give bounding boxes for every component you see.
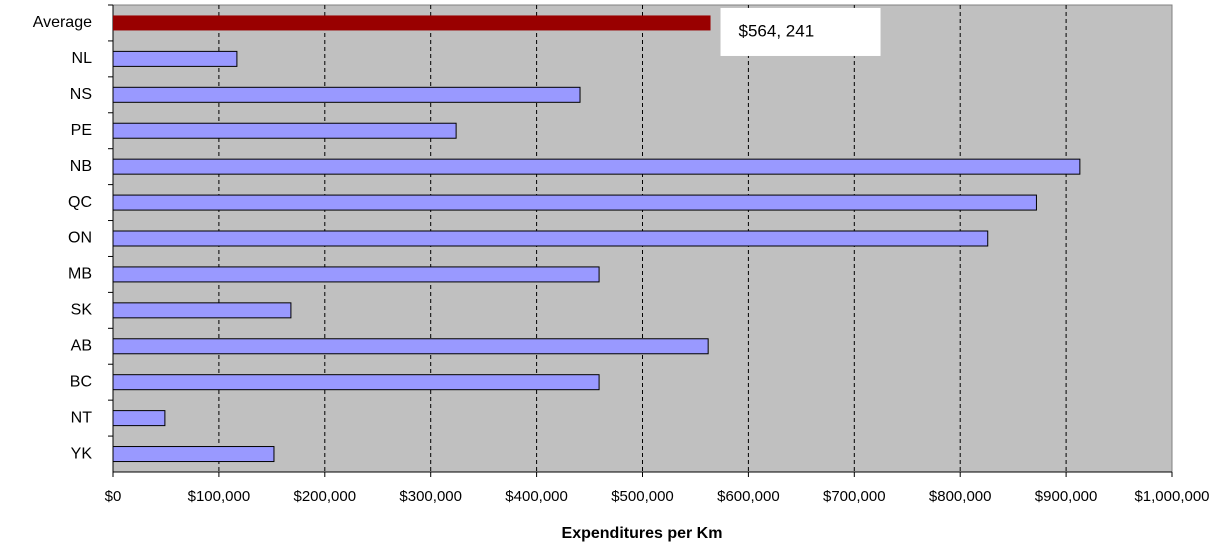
bar bbox=[112, 446, 275, 463]
y-tick-label: BC bbox=[70, 373, 92, 390]
bar bbox=[112, 86, 581, 103]
bar bbox=[112, 374, 600, 391]
y-tick-label: NL bbox=[72, 50, 93, 67]
x-tick-label: $600,000 bbox=[717, 488, 780, 505]
y-tick-label: ON bbox=[68, 230, 92, 247]
x-tick-label: $700,000 bbox=[823, 488, 886, 505]
bar bbox=[112, 410, 166, 427]
x-axis-title: Expenditures per Km bbox=[562, 525, 723, 542]
x-tick-label: $400,000 bbox=[505, 488, 568, 505]
y-tick-label: YK bbox=[71, 445, 93, 462]
bar bbox=[112, 158, 1081, 175]
bar bbox=[112, 50, 238, 67]
bar bbox=[112, 302, 292, 319]
x-tick-label: $800,000 bbox=[929, 488, 992, 505]
bar bbox=[112, 194, 1037, 211]
bar bbox=[113, 15, 711, 31]
x-tick-label: $900,000 bbox=[1035, 488, 1098, 505]
bar bbox=[112, 122, 457, 139]
y-tick-label: MB bbox=[68, 266, 92, 283]
x-tick-label: $500,000 bbox=[611, 488, 674, 505]
y-tick-label: NT bbox=[71, 409, 93, 426]
y-tick-label: Average bbox=[33, 14, 92, 31]
bar bbox=[112, 338, 709, 355]
y-tick-label: AB bbox=[71, 337, 92, 354]
y-tick-label: NS bbox=[70, 86, 92, 103]
bar bbox=[112, 230, 989, 247]
y-tick-label: QC bbox=[68, 194, 92, 211]
data-label: $564, 241 bbox=[739, 21, 815, 40]
x-tick-label: $100,000 bbox=[188, 488, 251, 505]
x-tick-label: $300,000 bbox=[399, 488, 462, 505]
y-tick-label: PE bbox=[71, 122, 92, 139]
data-label-box bbox=[720, 7, 881, 56]
y-tick-label: SK bbox=[71, 302, 93, 319]
x-tick-label: $200,000 bbox=[294, 488, 357, 505]
x-tick-label: $0 bbox=[105, 488, 122, 505]
bar bbox=[112, 266, 600, 283]
x-tick-label: $1,000,000 bbox=[1134, 488, 1209, 505]
y-tick-label: NB bbox=[70, 158, 92, 175]
